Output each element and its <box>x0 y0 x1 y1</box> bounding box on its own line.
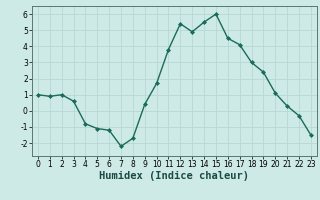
X-axis label: Humidex (Indice chaleur): Humidex (Indice chaleur) <box>100 171 249 181</box>
